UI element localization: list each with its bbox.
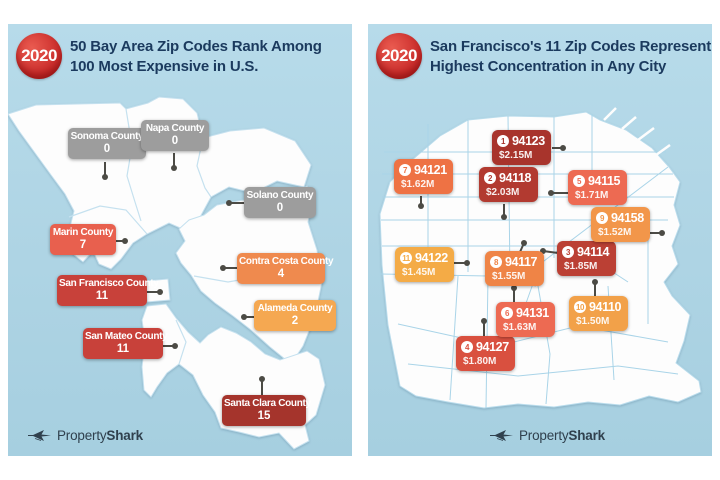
county-name: Santa Clara County — [224, 398, 311, 409]
rank-badge: 10 — [574, 301, 586, 313]
pier-marks — [603, 107, 671, 157]
county-name: Marin County — [52, 227, 114, 238]
county-count: 11 — [95, 290, 109, 302]
county-count: 7 — [79, 239, 87, 251]
zip-code: 94117 — [505, 255, 538, 269]
zip-code: 94115 — [588, 174, 621, 188]
county-name: Sonoma County — [70, 131, 144, 142]
shark-icon — [490, 430, 513, 441]
zip-label-94158: 9 94158 $1.52M — [591, 207, 650, 242]
rank-badge: 6 — [501, 307, 513, 319]
county-label-santa-clara: Santa Clara County 15 — [222, 395, 311, 426]
county-name: Napa County — [145, 123, 205, 134]
median-price: $1.55M — [492, 271, 526, 282]
bay-area-panel: 2020 50 Bay Area Zip Codes Rank Among 10… — [8, 24, 352, 456]
county-label-san-mateo: San Mateo County 11 — [83, 328, 168, 359]
propertyshark-logo: PropertyShark — [490, 428, 605, 443]
title-line-1: San Francisco's 11 Zip Codes Represent — [430, 38, 712, 55]
rank-badge: 3 — [562, 246, 574, 258]
zip-code: 94122 — [415, 251, 448, 265]
year-badge: 2020 — [376, 33, 422, 79]
county-count: 0 — [171, 135, 179, 147]
zip-label-94123: 1 94123 $2.15M — [492, 130, 551, 165]
title-line-1: 50 Bay Area Zip Codes Rank Among — [70, 38, 322, 55]
median-price: $1.62M — [401, 179, 435, 190]
median-price: $1.52M — [598, 227, 632, 238]
panel-title: San Francisco's 11 Zip Codes Represent H… — [430, 37, 711, 77]
zip-code: 94118 — [499, 171, 532, 185]
county-label-napa: Napa County 0 — [141, 120, 209, 151]
zip-code: 94121 — [414, 163, 447, 177]
panel-title: 50 Bay Area Zip Codes Rank Among 100 Mos… — [70, 37, 322, 77]
zip-code: 94131 — [516, 306, 549, 320]
median-price: $1.85M — [564, 261, 598, 272]
county-name: Alameda County — [257, 303, 333, 314]
title-line-2: Highest Concentration in Any City — [430, 57, 667, 75]
county-label-sonoma: Sonoma County 0 — [68, 128, 146, 159]
san-francisco-panel: 2020 San Francisco's 11 Zip Codes Repres… — [368, 24, 712, 456]
median-price: $1.50M — [576, 316, 610, 327]
callout-dots — [418, 145, 665, 324]
callout-dots — [102, 165, 265, 382]
zip-label-94121: 7 94121 $1.62M — [394, 159, 453, 194]
zip-label-94117: 8 94117 $1.55M — [485, 251, 544, 286]
zip-label-94118: 2 94118 $2.03M — [479, 167, 538, 202]
zip-code: 94114 — [577, 245, 610, 259]
rank-badge: 9 — [596, 212, 608, 224]
county-name: Solano County — [246, 190, 314, 201]
county-label-marin: Marin County 7 — [50, 224, 116, 255]
county-count: 4 — [277, 268, 285, 280]
rank-badge: 5 — [573, 175, 585, 187]
rank-badge: 1 — [497, 135, 509, 147]
county-name: San Francisco County — [59, 278, 159, 289]
median-price: $1.71M — [575, 190, 609, 201]
zip-label-94131: 6 94131 $1.63M — [496, 302, 555, 337]
county-label-contra-costa: Contra Costa County 4 — [237, 253, 334, 284]
rank-badge: 4 — [461, 341, 473, 353]
zip-label-94127: 4 94127 $1.80M — [456, 336, 515, 371]
zip-code: 94158 — [611, 211, 644, 225]
zip-label-94122: 11 94122 $1.45M — [395, 247, 454, 282]
sf-city-map — [379, 107, 702, 409]
rank-badge: 11 — [400, 252, 412, 264]
county-label-san-francisco: San Francisco County 11 — [57, 275, 159, 306]
zip-label-94114: 3 94114 $1.85M — [557, 241, 616, 276]
county-label-alameda: Alameda County 2 — [254, 300, 336, 331]
county-name: San Mateo County — [85, 331, 168, 342]
logo-text: PropertyShark — [57, 428, 143, 443]
shark-icon — [28, 430, 51, 441]
zip-code: 94127 — [476, 340, 509, 354]
median-price: $2.15M — [499, 150, 533, 161]
county-name: Contra Costa County — [239, 256, 334, 267]
rank-badge: 8 — [490, 256, 502, 268]
zip-code: 94123 — [512, 134, 545, 148]
median-price: $2.03M — [486, 187, 520, 198]
propertyshark-logo: PropertyShark — [28, 428, 143, 443]
zip-code: 94110 — [589, 300, 622, 314]
median-price: $1.80M — [463, 356, 497, 367]
county-count: 2 — [291, 315, 299, 327]
county-label-solano: Solano County 0 — [244, 187, 316, 218]
rank-badge: 2 — [484, 172, 496, 184]
zip-label-94110: 10 94110 $1.50M — [569, 296, 628, 331]
median-price: $1.45M — [402, 267, 436, 278]
year-badge: 2020 — [16, 33, 62, 79]
rank-badge: 7 — [399, 164, 411, 176]
county-count: 0 — [276, 202, 284, 214]
county-count: 15 — [257, 410, 271, 422]
county-count: 0 — [103, 143, 111, 155]
median-price: $1.63M — [503, 322, 537, 333]
zip-label-94115: 5 94115 $1.71M — [568, 170, 627, 205]
title-line-2: 100 Most Expensive in U.S. — [70, 57, 259, 75]
logo-text: PropertyShark — [519, 428, 605, 443]
county-count: 11 — [116, 343, 130, 355]
